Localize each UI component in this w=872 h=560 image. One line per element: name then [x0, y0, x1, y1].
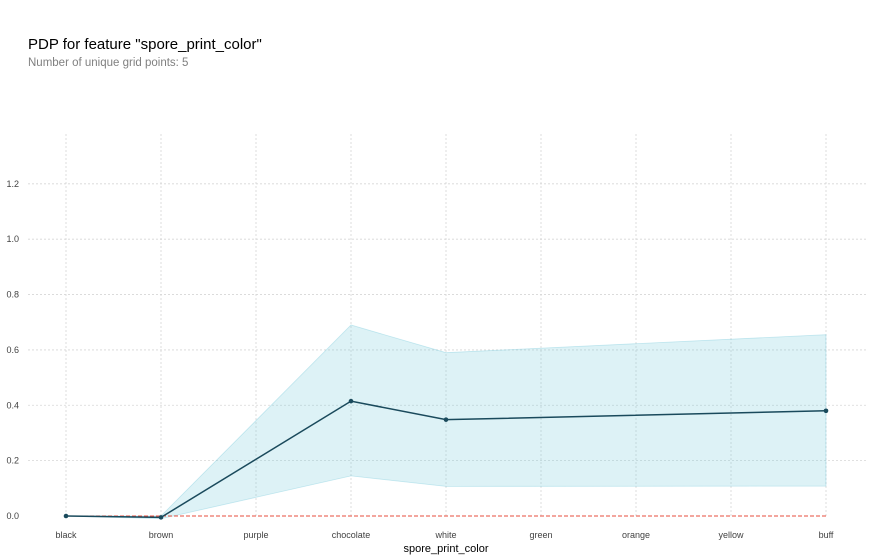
- x-tick-label: white: [434, 530, 456, 540]
- x-axis-label: spore_print_color: [404, 543, 489, 555]
- x-tick-label: orange: [622, 530, 650, 540]
- pdp-point: [348, 398, 354, 404]
- x-tick-label: purple: [243, 530, 268, 540]
- y-tick-label: 1.0: [6, 234, 19, 244]
- y-tick-label: 1.2: [6, 179, 19, 189]
- y-tick-label: 0.0: [6, 511, 19, 521]
- y-tick-label: 0.4: [6, 400, 19, 410]
- y-tick-label: 0.8: [6, 290, 19, 300]
- chart-subtitle: Number of unique grid points: 5: [28, 57, 189, 69]
- x-tick-label: chocolate: [332, 530, 371, 540]
- x-tick-label: black: [55, 530, 77, 540]
- x-tick-label: buff: [819, 530, 834, 540]
- x-tick-label: yellow: [718, 530, 744, 540]
- pdp-point: [443, 417, 449, 422]
- chart-title: PDP for feature "spore_print_color": [28, 36, 262, 53]
- pdp-point: [158, 515, 164, 520]
- pdp-point: [63, 513, 69, 519]
- x-tick-label: green: [529, 530, 552, 540]
- y-tick-label: 0.6: [6, 345, 19, 355]
- y-tick-label: 0.2: [6, 456, 19, 466]
- pdp-point: [823, 408, 829, 414]
- x-tick-label: brown: [149, 530, 174, 540]
